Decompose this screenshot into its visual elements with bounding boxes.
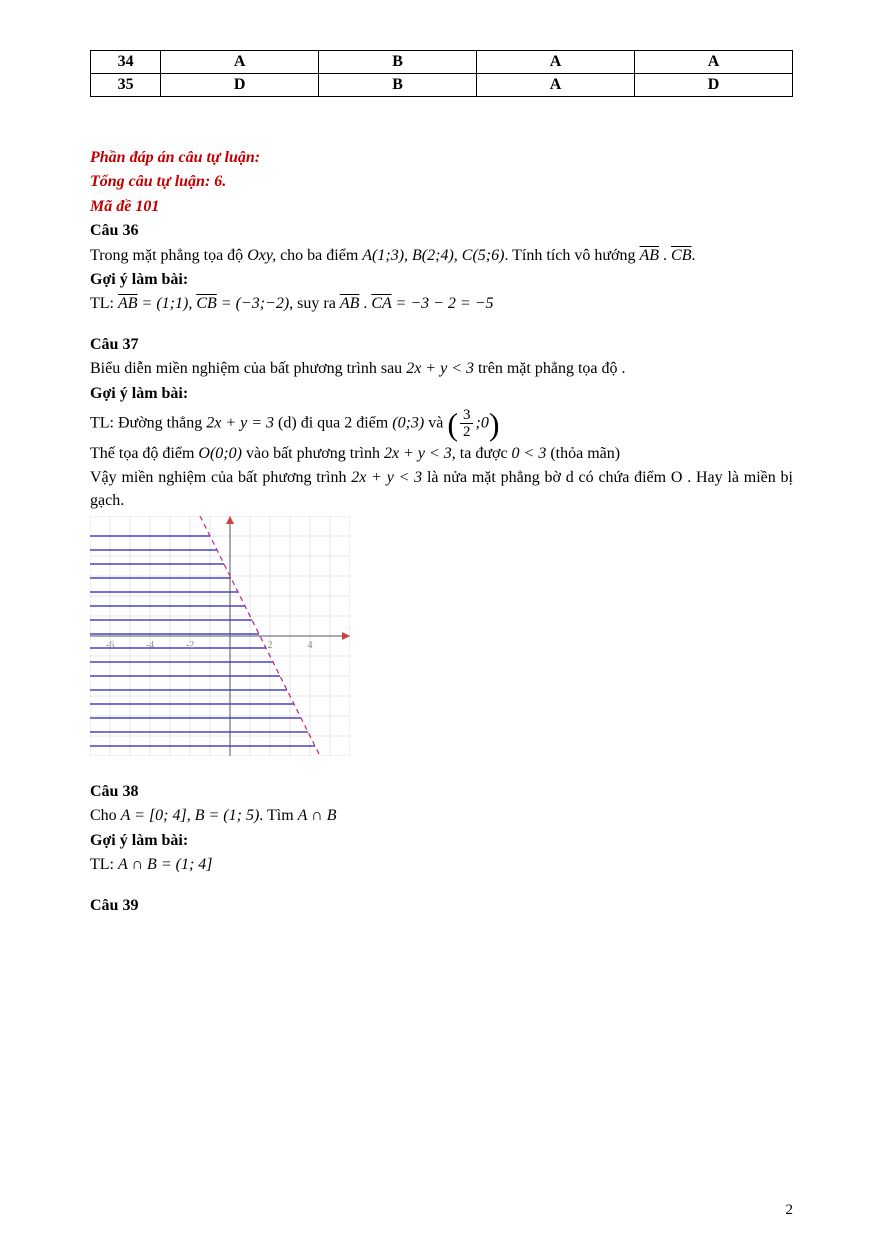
q37-line3: Vậy miền nghiệm của bất phương trình 2x … [90,467,793,512]
q37-ineq: 2x + y < 3 [406,360,474,377]
table-cell: D [161,74,319,97]
q36-sol-ab: AB [118,295,138,312]
svg-text:-2: -2 [186,640,194,651]
q37-hint: Gợi ý làm bài: [90,383,793,405]
q37-pa: Biểu diễn miền nghiệm của bất phương trì… [90,360,406,377]
q36-tl: TL: [90,295,118,312]
q37-block: Câu 37 Biểu diễn miền nghiệm của bất phư… [90,334,793,761]
q38-pb: . Tìm [259,807,297,824]
q38-pa: Cho [90,807,121,824]
table-row: 35DBAD [91,74,793,97]
q36-oxy: Oxy, [247,247,276,264]
q38-tl: TL: [90,856,118,873]
rparen-icon: ) [489,406,500,442]
table-cell: D [635,74,793,97]
q36-ab-eq: = (1;1), [138,295,197,312]
table-cell: A [477,51,635,74]
q37-line2: Thế tọa độ điểm O(0;0) vào bất phương tr… [90,443,793,465]
q37-pt1: (0;3) [392,415,424,432]
q36-sol-cb: CB [196,295,216,312]
q38-hint: Gợi ý làm bài: [90,830,793,852]
q37-frac-den: 2 [460,424,474,441]
svg-text:2: 2 [268,640,273,651]
lparen-icon: ( [447,406,458,442]
table-cell: A [635,51,793,74]
essay-header: Phần đáp án câu tự luận: Tổng câu tự luậ… [90,147,793,316]
table-cell: B [319,51,477,74]
q37-pt2tail: ;0 [475,415,488,432]
table-cell: B [319,74,477,97]
svg-text:-6: -6 [106,640,114,651]
q36-points: A(1;3), B(2;4), C(5;6) [362,247,504,264]
answer-table: 34ABAA35DBAD [90,50,793,97]
q37-ineq3: 2x + y < 3 [351,469,422,486]
q37-and: và [424,415,447,432]
q37-tla: TL: Đường thẳng [90,415,206,432]
q39-block: Câu 39 [90,895,793,917]
q37-frac: 32 [460,407,474,441]
q37-line1: TL: Đường thẳng 2x + y = 3 (d) đi qua 2 … [90,407,793,441]
q36-dot: . [659,247,671,264]
q37-title: Câu 37 [90,334,793,356]
q36-period: . [692,247,696,264]
q36-hint: Gợi ý làm bài: [90,269,793,291]
q36-cb-eq: = (−3;−2) [217,295,289,312]
q36-prompt-pre: Trong mặt phẳng tọa độ [90,247,247,264]
q36-sol-ab2: AB [340,295,360,312]
q38-setb: B = (1; 5) [195,807,260,824]
q38-block: Câu 38 Cho A = [0; 4], B = (1; 5). Tìm A… [90,781,793,877]
q37-frac-num: 3 [460,407,474,425]
svg-text:4: 4 [308,640,313,651]
q37-l2d: (thỏa mãn) [546,445,620,462]
q38-sep: , [187,807,195,824]
table-cell: 34 [91,51,161,74]
q37-ineq2: 2x + y < 3 [384,445,452,462]
q37-l3a: Vậy miền nghiệm của bất phương trình [90,469,351,486]
table-cell: 35 [91,74,161,97]
svg-text:-4: -4 [146,640,154,651]
q37-l2b: vào bất phương trình [242,445,384,462]
q36-sol-ca: CA [371,295,391,312]
q36-prompt-post: . Tính tích vô hướng [504,247,639,264]
table-cell: A [477,74,635,97]
q36-result: = −3 − 2 = −5 [392,295,494,312]
exam-code: Mã đề 101 [90,196,793,218]
q37-lineeq: 2x + y = 3 [206,415,274,432]
q37-l2c: , ta được [452,445,512,462]
q38-prompt: Cho A = [0; 4], B = (1; 5). Tìm A ∩ B [90,805,793,827]
q37-origin: O(0;0) [198,445,242,462]
q36-vec-cb: CB [671,247,691,264]
q36-title: Câu 36 [90,220,793,242]
q36-solution: TL: AB = (1;1), CB = (−3;−2), suy ra AB … [90,293,793,315]
q37-tlb: (d) đi qua 2 điểm [274,415,392,432]
q36-vec-ab: AB [640,247,660,264]
q37-graph: -6 -4 -2 2 4 [90,516,793,761]
q37-zl3: 0 < 3 [512,445,547,462]
q36-prompt: Trong mặt phẳng tọa độ Oxy, cho ba điểm … [90,245,793,267]
q36-suyra: , suy ra [289,295,340,312]
table-row: 34ABAA [91,51,793,74]
total-essay: Tổng câu tự luận: 6. [90,171,793,193]
q38-sol-eq: A ∩ B = (1; 4] [118,856,213,873]
table-cell: A [161,51,319,74]
graph-svg: -6 -4 -2 2 4 [90,516,350,756]
q38-solution: TL: A ∩ B = (1; 4] [90,854,793,876]
page-number: 2 [786,1202,794,1219]
q38-title: Câu 38 [90,781,793,803]
q39-title: Câu 39 [90,895,793,917]
q36-dot2: . [359,295,371,312]
q37-l2a: Thế tọa độ điểm [90,445,198,462]
q38-seta: A = [0; 4] [121,807,187,824]
q37-pb: trên mặt phẳng tọa độ . [474,360,626,377]
q38-int: A ∩ B [298,807,337,824]
essay-answers-title: Phần đáp án câu tự luận: [90,147,793,169]
q37-prompt: Biểu diễn miền nghiệm của bất phương trì… [90,358,793,380]
q36-prompt-mid: cho ba điểm [276,247,362,264]
